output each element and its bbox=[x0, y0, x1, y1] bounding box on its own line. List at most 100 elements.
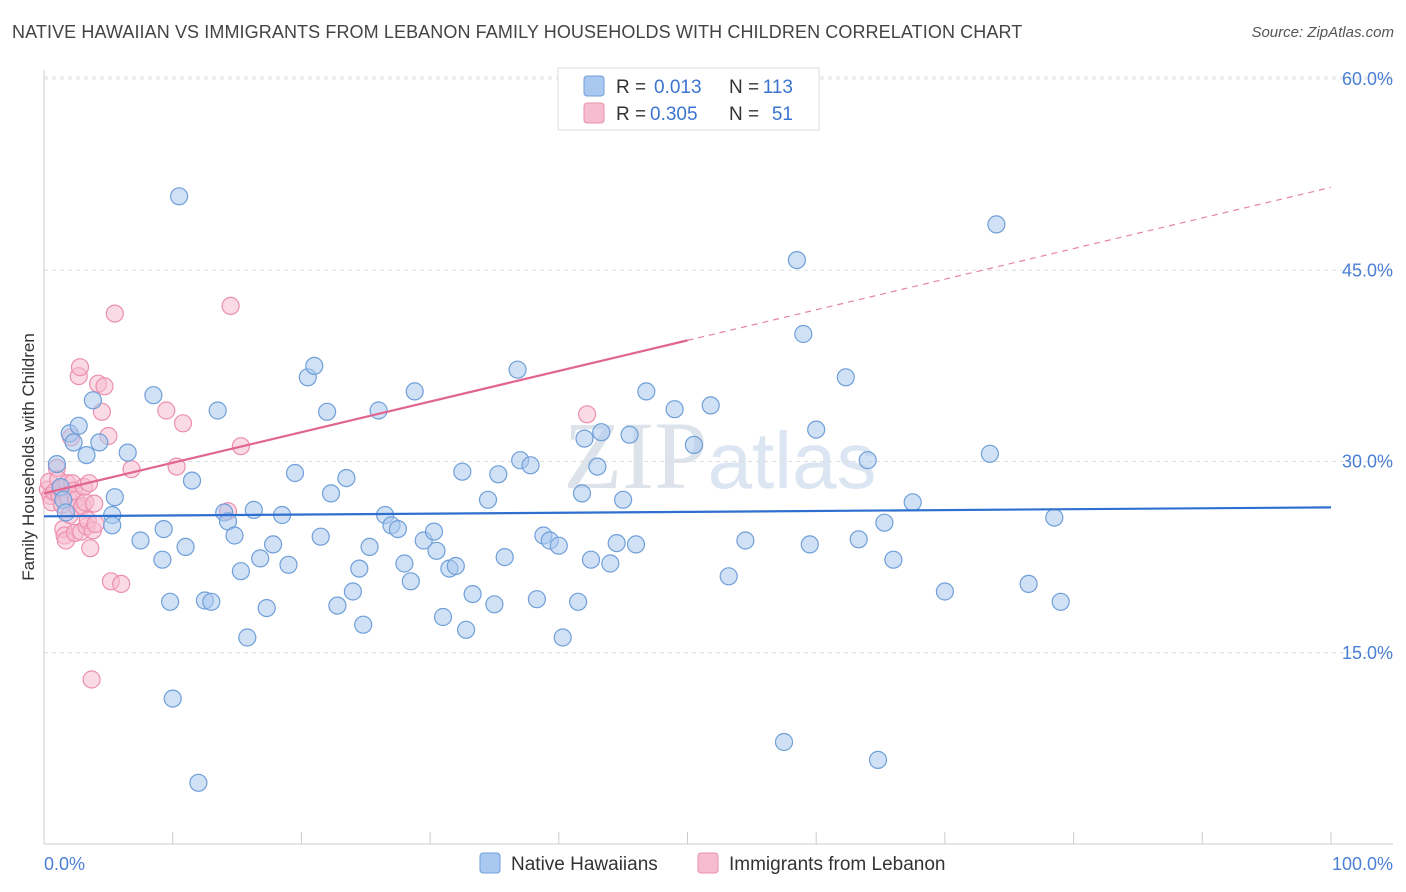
hawaiian-point-59 bbox=[427, 541, 446, 560]
hawaiian-point-112 bbox=[1051, 592, 1070, 611]
legend-r-value-1: 0.013 bbox=[654, 77, 702, 98]
hawaiian-point-35 bbox=[264, 535, 283, 554]
hawaiian-point-15 bbox=[144, 386, 163, 405]
x-tick-label-min: 0.0% bbox=[44, 854, 85, 874]
hawaiian-point-64 bbox=[457, 620, 476, 639]
hawaiian-point-81 bbox=[581, 550, 601, 569]
hawaiian-point-98 bbox=[800, 535, 819, 554]
hawaiian-point-99 bbox=[807, 420, 826, 439]
hawaiian-point-18 bbox=[161, 592, 180, 611]
y-tick-label-60: 60.0% bbox=[1342, 69, 1393, 89]
hawaiian-point-111 bbox=[1045, 508, 1064, 527]
hawaiian-point-95 bbox=[774, 732, 794, 752]
x-ticks bbox=[43, 832, 1332, 844]
hawaiian-point-53 bbox=[388, 519, 407, 539]
hawaiian-point-85 bbox=[607, 533, 626, 553]
hawaiian-point-30 bbox=[231, 562, 250, 581]
hawaiian-point-70 bbox=[508, 360, 527, 379]
hawaiian-point-48 bbox=[354, 615, 373, 634]
hawaiian-point-22 bbox=[182, 471, 202, 490]
hawaiian-point-105 bbox=[884, 550, 903, 569]
legend-n-label-2: N = bbox=[729, 104, 759, 125]
hawaiian-point-33 bbox=[251, 549, 270, 568]
hawaiian-point-103 bbox=[868, 750, 888, 770]
lebanon-point-32 bbox=[82, 670, 101, 689]
lebanon-point-50 bbox=[577, 405, 597, 424]
watermark-text: ZIPatlas bbox=[564, 402, 877, 509]
hawaiian-point-93 bbox=[719, 567, 738, 586]
hawaiian-point-66 bbox=[478, 490, 498, 509]
lebanon-point-35 bbox=[86, 514, 105, 534]
hawaiian-point-6 bbox=[69, 416, 88, 435]
bottom-legend-label-blue: Native Hawaiians bbox=[511, 854, 658, 875]
hawaiian-point-104 bbox=[875, 513, 894, 532]
hawaiian-point-79 bbox=[572, 484, 592, 503]
bottom-legend-label-pink: Immigrants from Lebanon bbox=[729, 854, 946, 875]
hawaiian-point-69 bbox=[495, 547, 514, 567]
hawaiian-point-17 bbox=[154, 519, 173, 539]
hawaiian-point-110 bbox=[1019, 574, 1038, 594]
lebanon-point-23 bbox=[70, 358, 90, 377]
hawaiian-point-34 bbox=[257, 598, 276, 618]
hawaiian-point-88 bbox=[626, 535, 646, 554]
hawaiian-point-50 bbox=[369, 401, 388, 420]
legend-r-label-1: R = bbox=[616, 77, 646, 98]
hawaiian-point-25 bbox=[202, 592, 221, 611]
hawaiian-point-77 bbox=[553, 628, 572, 647]
lebanon-point-46 bbox=[173, 414, 193, 433]
hawaiian-point-84 bbox=[601, 554, 620, 573]
x-tick-label-max: 100.0% bbox=[1332, 854, 1393, 874]
hawaiian-point-0 bbox=[47, 455, 67, 474]
hawaiian-point-12 bbox=[103, 516, 122, 535]
hawaiian-point-65 bbox=[463, 584, 482, 604]
legend-swatch-pink bbox=[583, 102, 605, 124]
series-immigrants-from-lebanon bbox=[38, 296, 597, 689]
hawaiian-point-23 bbox=[189, 773, 208, 792]
hawaiian-point-45 bbox=[337, 469, 356, 488]
hawaiian-point-76 bbox=[549, 536, 568, 555]
hawaiian-point-91 bbox=[684, 435, 704, 454]
hawaiian-point-90 bbox=[665, 400, 684, 419]
lebanon-point-42 bbox=[112, 574, 131, 594]
hawaiian-point-87 bbox=[620, 425, 639, 444]
hawaiian-point-13 bbox=[118, 443, 137, 462]
trend-line-lebanon-solid bbox=[43, 339, 688, 495]
lebanon-point-48 bbox=[221, 296, 240, 315]
hawaiian-point-60 bbox=[433, 607, 453, 627]
hawaiian-point-29 bbox=[225, 526, 244, 545]
hawaiian-point-109 bbox=[987, 215, 1006, 234]
hawaiian-point-11 bbox=[105, 488, 124, 507]
hawaiian-point-56 bbox=[405, 382, 424, 401]
hawaiian-point-94 bbox=[736, 531, 755, 550]
trend-line-lebanon-dashed bbox=[687, 186, 1332, 341]
legend-n-value-1: 113 bbox=[763, 77, 793, 98]
hawaiian-point-3 bbox=[56, 503, 76, 522]
hawaiian-point-63 bbox=[453, 462, 472, 481]
lebanon-point-34 bbox=[85, 494, 104, 513]
hawaiian-point-20 bbox=[170, 187, 189, 206]
hawaiian-point-73 bbox=[527, 590, 547, 609]
hawaiian-point-47 bbox=[350, 559, 369, 578]
hawaiian-point-55 bbox=[401, 572, 420, 591]
y-tick-label-45: 45.0% bbox=[1342, 260, 1393, 280]
hawaiian-point-26 bbox=[208, 401, 227, 420]
y-tick-labels: 15.0% 30.0% 45.0% 60.0% bbox=[1342, 69, 1393, 663]
hawaiian-point-86 bbox=[613, 490, 633, 509]
hawaiian-point-21 bbox=[176, 537, 195, 557]
bottom-legend: Native Hawaiians Immigrants from Lebanon bbox=[479, 852, 946, 875]
hawaiian-point-7 bbox=[77, 446, 96, 465]
bottom-legend-swatch-blue bbox=[479, 852, 501, 874]
hawaiian-point-107 bbox=[935, 582, 955, 601]
hawaiian-point-37 bbox=[279, 555, 298, 574]
hawaiian-point-96 bbox=[787, 251, 807, 270]
hawaiian-point-40 bbox=[305, 356, 324, 375]
hawaiian-point-83 bbox=[592, 423, 611, 442]
y-axis-title: Family Households with Children bbox=[19, 333, 38, 581]
hawaiian-point-44 bbox=[328, 596, 347, 615]
hawaiian-point-106 bbox=[903, 493, 922, 512]
hawaiian-point-41 bbox=[311, 527, 330, 546]
hawaiian-point-14 bbox=[131, 531, 150, 550]
legend-r-value-2: 0.305 bbox=[650, 104, 698, 125]
series-native-hawaiians bbox=[47, 187, 1070, 792]
